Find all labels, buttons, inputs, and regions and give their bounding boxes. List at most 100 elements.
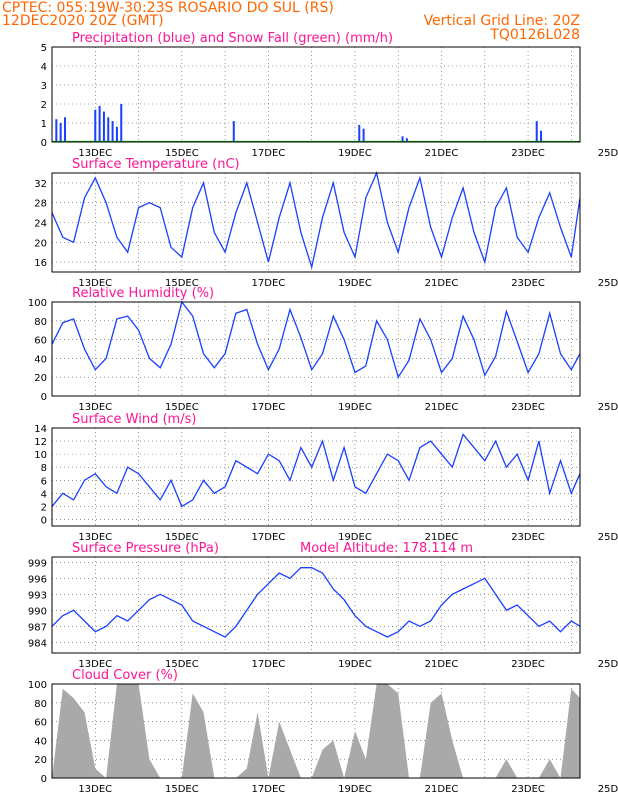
- cloud-ytick-label: 60: [34, 718, 47, 729]
- precip-bar: [401, 136, 404, 142]
- press-frame: [51, 556, 581, 654]
- precip-ytick-label: 2: [41, 100, 47, 111]
- temp-xtick-label: 23DEC: [511, 278, 545, 289]
- header-date: 12DEC2020 20Z (GMT): [2, 13, 164, 29]
- rh-frame: [51, 301, 581, 397]
- precip-ytick-label: 5: [41, 43, 47, 54]
- precip-bar: [115, 126, 118, 142]
- temp-ytick-label: 32: [34, 179, 47, 190]
- press-ytick-label: 984: [28, 638, 47, 649]
- rh-xtick-label: 13DEC: [78, 402, 112, 413]
- temp-xtick-label: 15DEC: [165, 278, 199, 289]
- header-location: CPTEC: 055:19W-30:23S ROSARIO DO SUL (RS…: [2, 0, 334, 16]
- precip-ytick-label: 1: [41, 119, 47, 130]
- cloud-frame: [51, 683, 581, 779]
- cloud-ytick-label: 80: [34, 699, 47, 710]
- press-xtick-label: 15DEC: [165, 659, 199, 670]
- press-xtick-label: 23DEC: [511, 659, 545, 670]
- precip-bar: [232, 121, 235, 142]
- precip-bar: [98, 105, 101, 142]
- precip-frame: [51, 46, 581, 143]
- wind-ytick-label: 4: [41, 489, 47, 500]
- cloud-area: [52, 684, 580, 778]
- rh-xtick-label: 19DEC: [338, 402, 372, 413]
- temp-ytick-label: 20: [34, 238, 47, 249]
- wind-xtick-label: 21DEC: [425, 532, 459, 543]
- rh-xtick-label: 25DEC: [598, 402, 618, 413]
- wind-xtick-label: 23DEC: [511, 532, 545, 543]
- header-model: TQ0126L028: [489, 27, 580, 43]
- wind-ytick-label: 12: [34, 437, 47, 448]
- press-xtick-label: 19DEC: [338, 659, 372, 670]
- cloud-xtick-label: 15DEC: [165, 784, 199, 795]
- header-grid-note: Vertical Grid Line: 20Z: [424, 13, 580, 29]
- wind-ytick-label: 14: [34, 424, 47, 435]
- temp-xtick-label: 17DEC: [252, 278, 286, 289]
- cloud-xtick-label: 13DEC: [78, 784, 112, 795]
- cloud-ytick-label: 40: [34, 736, 47, 747]
- cloud-xtick-label: 17DEC: [252, 784, 286, 795]
- temp-ytick-label: 16: [34, 258, 47, 269]
- temp-frame: [51, 172, 581, 273]
- wind-ytick-label: 6: [41, 476, 47, 487]
- press-ytick-label: 996: [28, 574, 47, 585]
- temp-series: [51, 170, 581, 270]
- press-title: Surface Pressure (hPa): [72, 541, 219, 556]
- press-xtick-label: 25DEC: [598, 659, 618, 670]
- temp-ytick-label: 28: [34, 199, 47, 210]
- cloud-ytick-label: 100: [28, 680, 47, 691]
- rh-xtick-label: 21DEC: [425, 402, 459, 413]
- wind-xtick-label: 25DEC: [598, 532, 618, 543]
- press-ytick-label: 999: [28, 558, 47, 569]
- precip-title: Precipitation (blue) and Snow Fall (gree…: [72, 31, 393, 46]
- cloud-xtick-label: 25DEC: [598, 784, 618, 795]
- precip-ytick-label: 3: [41, 81, 47, 92]
- wind-xtick-label: 15DEC: [165, 532, 199, 543]
- temp-xtick-label: 13DEC: [78, 278, 112, 289]
- precip-bar: [535, 121, 538, 142]
- precip-bar: [63, 117, 66, 142]
- wind-xtick-label: 17DEC: [252, 532, 286, 543]
- precip-bar: [59, 123, 62, 142]
- rh-xtick-label: 23DEC: [511, 402, 545, 413]
- precip-xtick-label: 15DEC: [165, 148, 199, 159]
- press-xtick-label: 17DEC: [252, 659, 286, 670]
- wind-ytick-label: 10: [34, 450, 47, 461]
- precip-bar: [540, 130, 543, 142]
- precip-xtick-label: 13DEC: [78, 148, 112, 159]
- cloud-ytick-label: 20: [34, 755, 47, 766]
- rh-xtick-label: 15DEC: [165, 402, 199, 413]
- press-ytick-label: 990: [28, 606, 47, 617]
- cloud-title: Cloud Cover (%): [72, 668, 178, 683]
- cloud-xtick-label: 19DEC: [338, 784, 372, 795]
- press-xtick-label: 13DEC: [78, 659, 112, 670]
- rh-xtick-label: 17DEC: [252, 402, 286, 413]
- press-ytick-label: 987: [28, 622, 47, 633]
- precip-bar: [405, 138, 408, 142]
- wind-ytick-label: 8: [41, 463, 47, 474]
- temp-xtick-label: 25DEC: [598, 278, 618, 289]
- rh-ytick-label: 20: [34, 373, 47, 384]
- temp-title: Surface Temperature (nC): [72, 157, 240, 172]
- precip-bar: [362, 128, 365, 142]
- rh-series: [51, 300, 581, 379]
- cloud-xtick-label: 21DEC: [425, 784, 459, 795]
- precip-ytick-label: 0: [41, 138, 47, 149]
- press-xtick-label: 21DEC: [425, 659, 459, 670]
- temp-xtick-label: 21DEC: [425, 278, 459, 289]
- precip-xtick-label: 21DEC: [425, 148, 459, 159]
- precip-bar: [55, 119, 58, 142]
- precip-bar: [107, 117, 110, 142]
- wind-frame: [51, 427, 581, 527]
- press-series: [51, 567, 581, 638]
- wind-xtick-label: 19DEC: [338, 532, 372, 543]
- precip-xtick-label: 17DEC: [252, 148, 286, 159]
- rh-title: Relative Humidity (%): [72, 286, 214, 301]
- press-ytick-label: 993: [28, 590, 47, 601]
- precip-bar: [94, 109, 97, 142]
- rh-ytick-label: 40: [34, 354, 47, 365]
- cloud-xtick-label: 23DEC: [511, 784, 545, 795]
- press-altitude: Model Altitude: 178.114 m: [300, 541, 473, 556]
- wind-xtick-label: 13DEC: [78, 532, 112, 543]
